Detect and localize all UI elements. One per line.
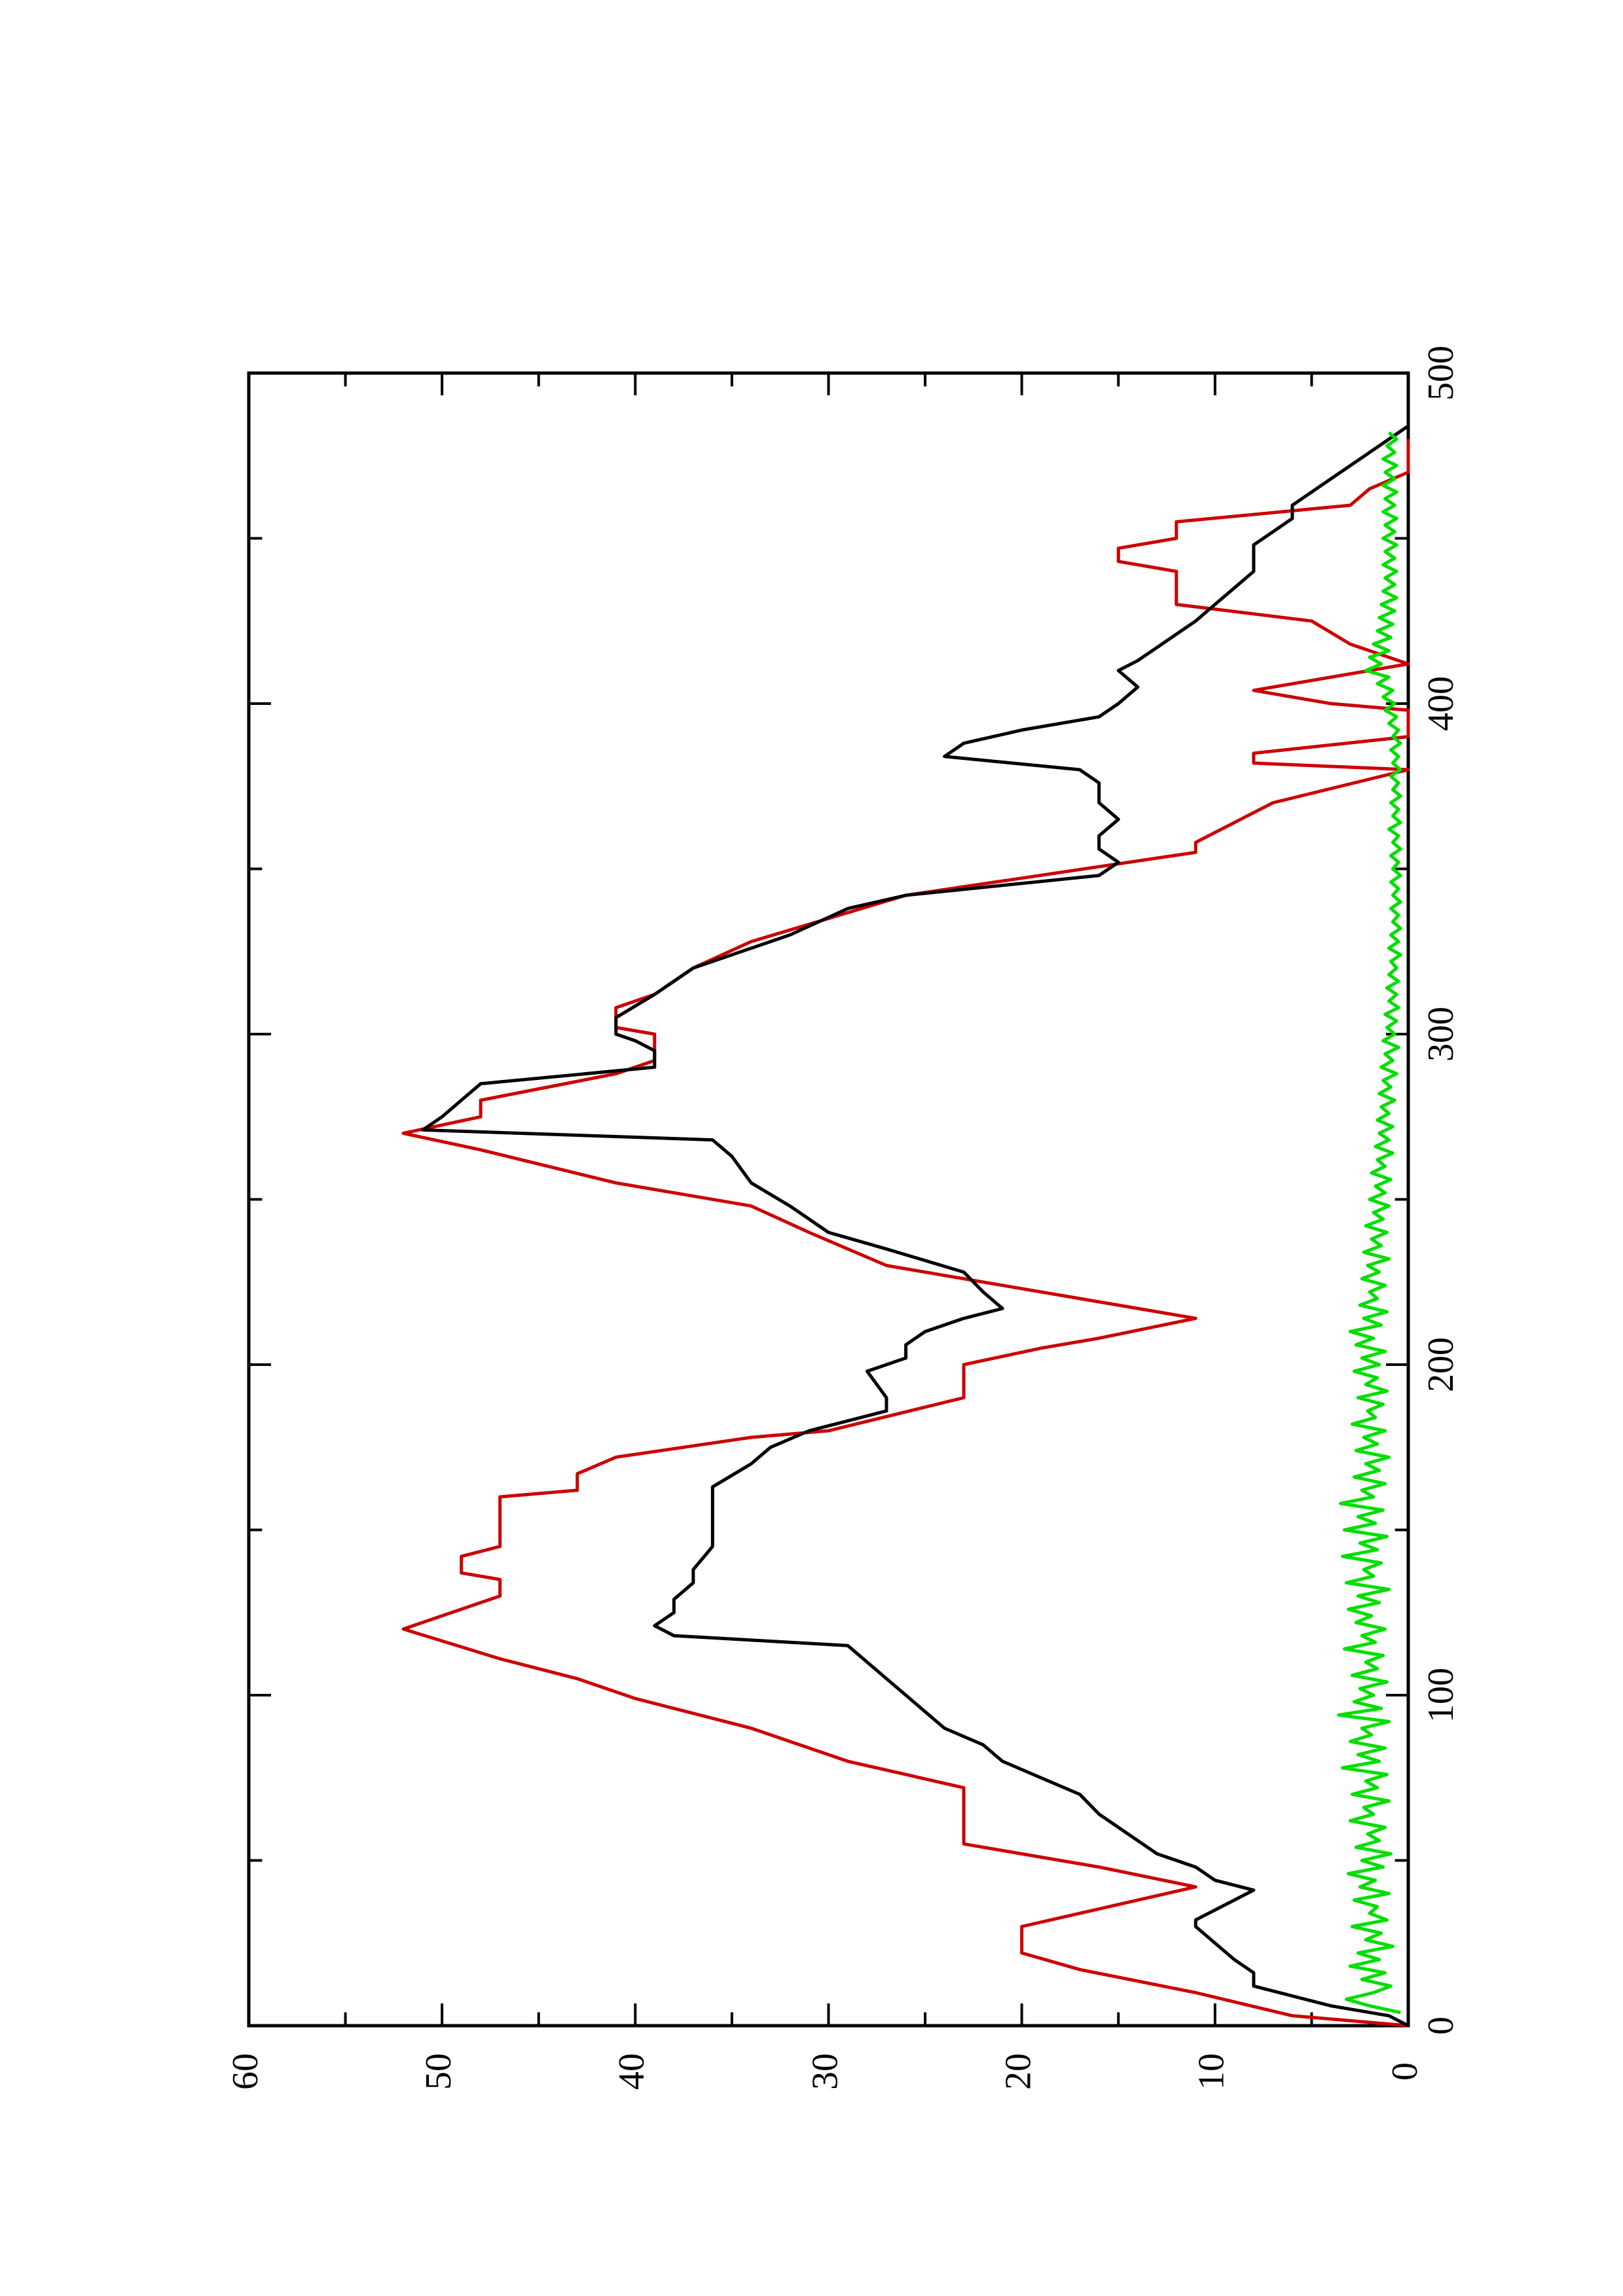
series-line-3 <box>1337 431 1402 2015</box>
x-tick-label: 100 <box>1421 1668 1461 1723</box>
x-tick-label: 500 <box>1421 346 1461 401</box>
y-tick-label: 0 <box>1385 2062 1425 2081</box>
series-group <box>401 424 1410 2028</box>
x-tick-label: 400 <box>1421 676 1461 731</box>
series-line-2 <box>421 424 1410 2028</box>
axis-ticks <box>247 372 1410 2027</box>
series-line-1 <box>401 439 1410 2028</box>
x-tick-label: 0 <box>1421 2017 1461 2035</box>
y-tick-label: 10 <box>1192 2053 1232 2090</box>
axis-tick-labels: 0 100 200 300 400 500 0 10 20 30 40 50 60 <box>225 346 1461 2090</box>
plot-frame <box>247 371 1410 2028</box>
y-tick-label: 30 <box>805 2053 845 2090</box>
y-tick-label: 50 <box>418 2053 459 2090</box>
y-tick-label: 20 <box>998 2053 1039 2090</box>
x-tick-label: 200 <box>1421 1337 1461 1392</box>
x-tick-label: 300 <box>1421 1007 1461 1062</box>
y-tick-label: 60 <box>225 2053 266 2090</box>
y-tick-label: 40 <box>611 2053 652 2090</box>
